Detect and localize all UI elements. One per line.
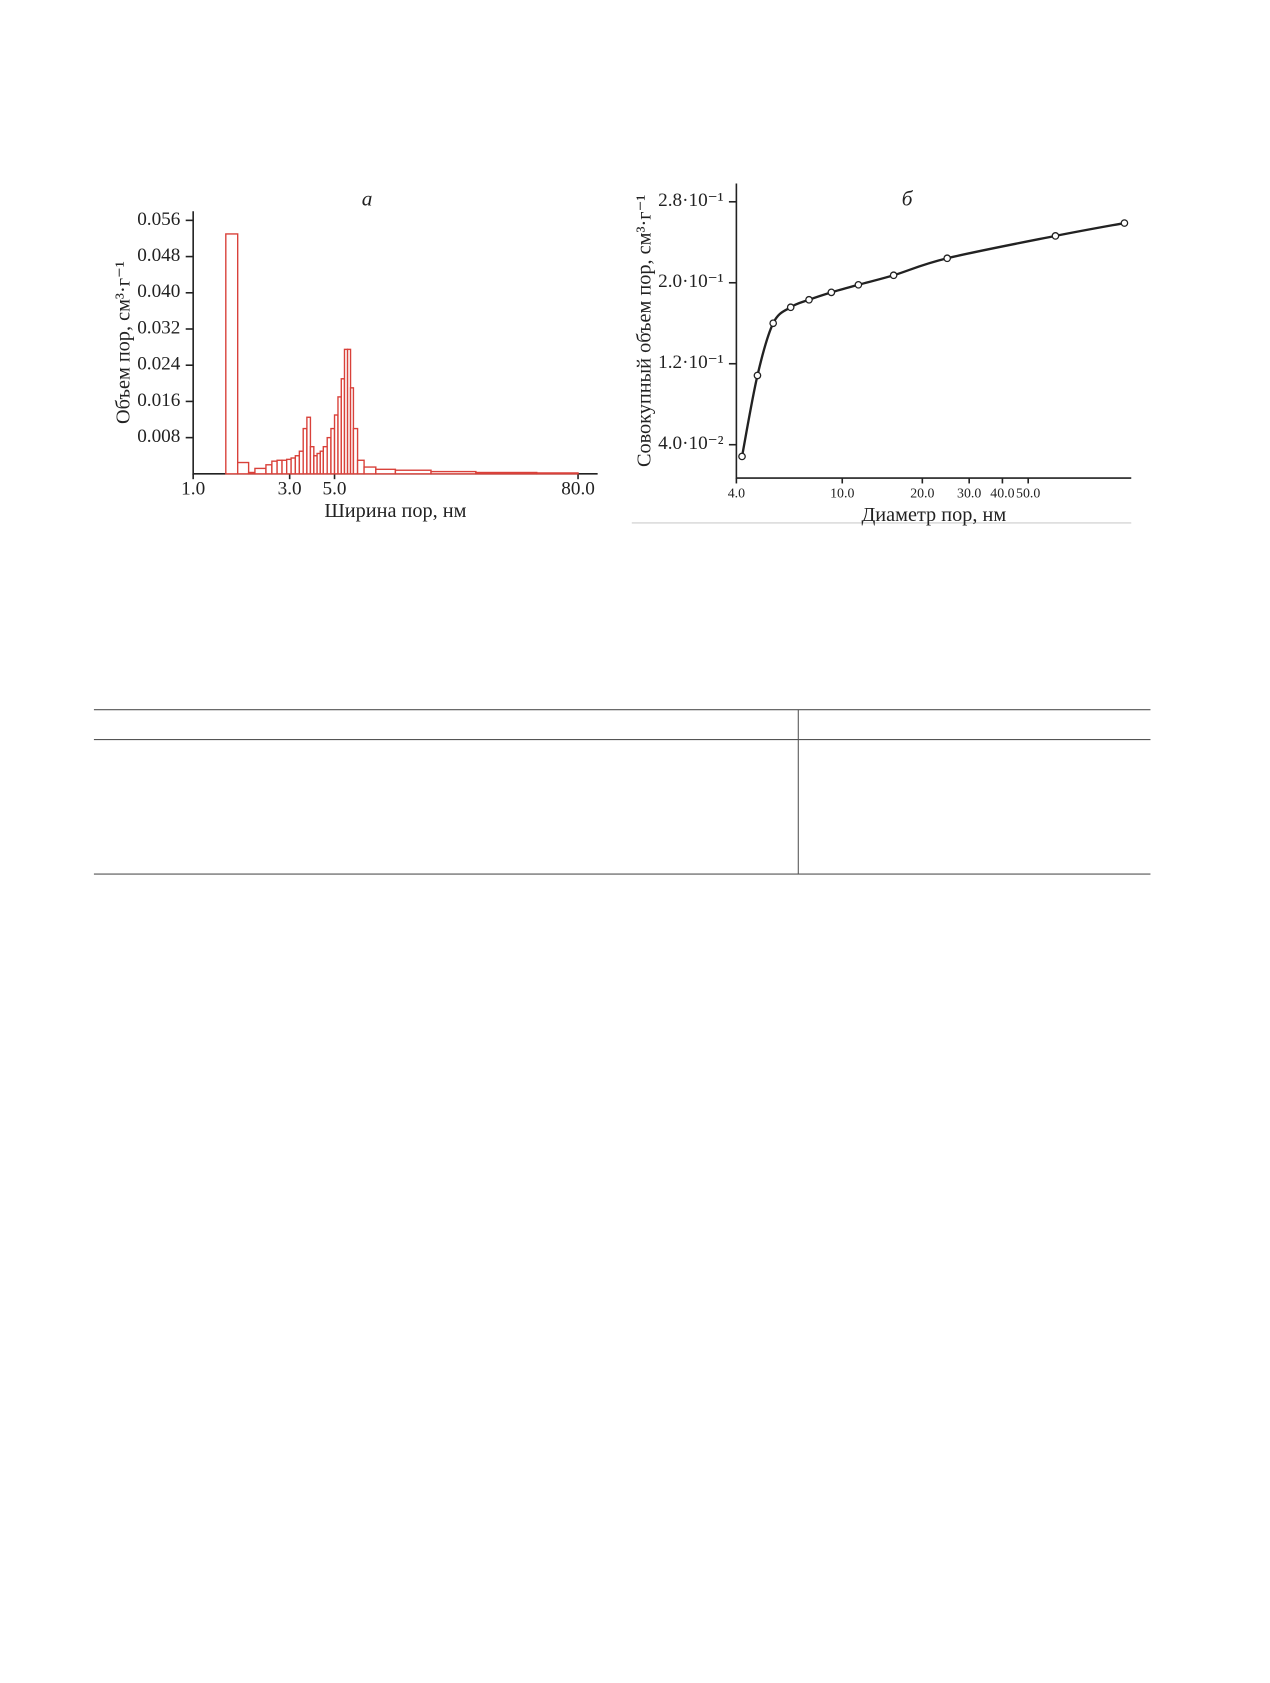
point	[805, 295, 813, 304]
y-tick-label: 0.016	[137, 390, 181, 411]
y-axis-label: Объем пор, см³·г⁻¹	[113, 261, 135, 424]
x-tick-label: 80.0	[561, 478, 595, 499]
chart-title: а	[362, 187, 373, 211]
bar	[430, 470, 477, 475]
point	[854, 280, 863, 289]
x-tick-label: 10.0	[830, 486, 854, 501]
y-tick-label: 0.032	[137, 317, 180, 338]
x-tick-label: 4.0	[728, 486, 745, 501]
bar	[475, 471, 538, 475]
point	[738, 452, 746, 461]
point	[769, 319, 778, 328]
bar	[281, 459, 288, 475]
bar	[375, 468, 397, 475]
x-axis-label: Диаметр пор, нм	[861, 504, 1006, 526]
x-tick-label: 1.0	[181, 478, 205, 499]
point	[753, 371, 762, 380]
y-tick-label: 0.056	[137, 209, 181, 230]
y-tick-label: 1.2·10⁻¹	[658, 352, 724, 373]
x-tick-label: 50.0	[1016, 486, 1040, 501]
y-tick-label: 0.024	[137, 354, 181, 375]
bar	[276, 459, 283, 475]
bar	[271, 460, 278, 475]
bar	[247, 471, 256, 475]
y-tick-label: 2.8·10⁻¹	[658, 190, 724, 211]
bar	[236, 461, 250, 475]
bar	[306, 416, 312, 475]
bar	[363, 466, 377, 475]
bar	[265, 464, 273, 475]
bar	[394, 469, 432, 475]
x-tick-label: 5.0	[323, 478, 347, 499]
bar	[254, 467, 267, 475]
empty-table	[93, 709, 1151, 875]
chart-title: б	[902, 187, 914, 211]
point	[943, 254, 952, 263]
y-tick-label: 2.0·10⁻¹	[658, 271, 724, 292]
y-tick-label: 4.0·10⁻²	[658, 433, 724, 454]
bar	[352, 427, 359, 475]
x-tick-label: 40.0	[990, 486, 1014, 501]
y-tick-label: 0.040	[137, 281, 180, 302]
point	[889, 271, 898, 280]
point	[1051, 232, 1060, 240]
point	[786, 303, 795, 312]
y-tick-label: 0.048	[137, 245, 180, 266]
point	[1120, 219, 1129, 227]
y-axis-label: Совокупный объем пор, см³·г⁻¹	[633, 195, 655, 467]
bar	[225, 233, 239, 475]
point	[827, 288, 836, 297]
y-tick-label: 0.008	[137, 426, 180, 447]
x-axis-label: Ширина пор, нм	[324, 500, 466, 522]
bar	[356, 459, 365, 475]
line	[740, 221, 1125, 457]
axes	[735, 183, 1132, 479]
x-tick-label: 20.0	[910, 486, 934, 501]
x-tick-label: 3.0	[278, 478, 302, 499]
axes	[192, 211, 598, 475]
x-tick-label: 30.0	[957, 486, 981, 501]
bar	[536, 472, 579, 475]
